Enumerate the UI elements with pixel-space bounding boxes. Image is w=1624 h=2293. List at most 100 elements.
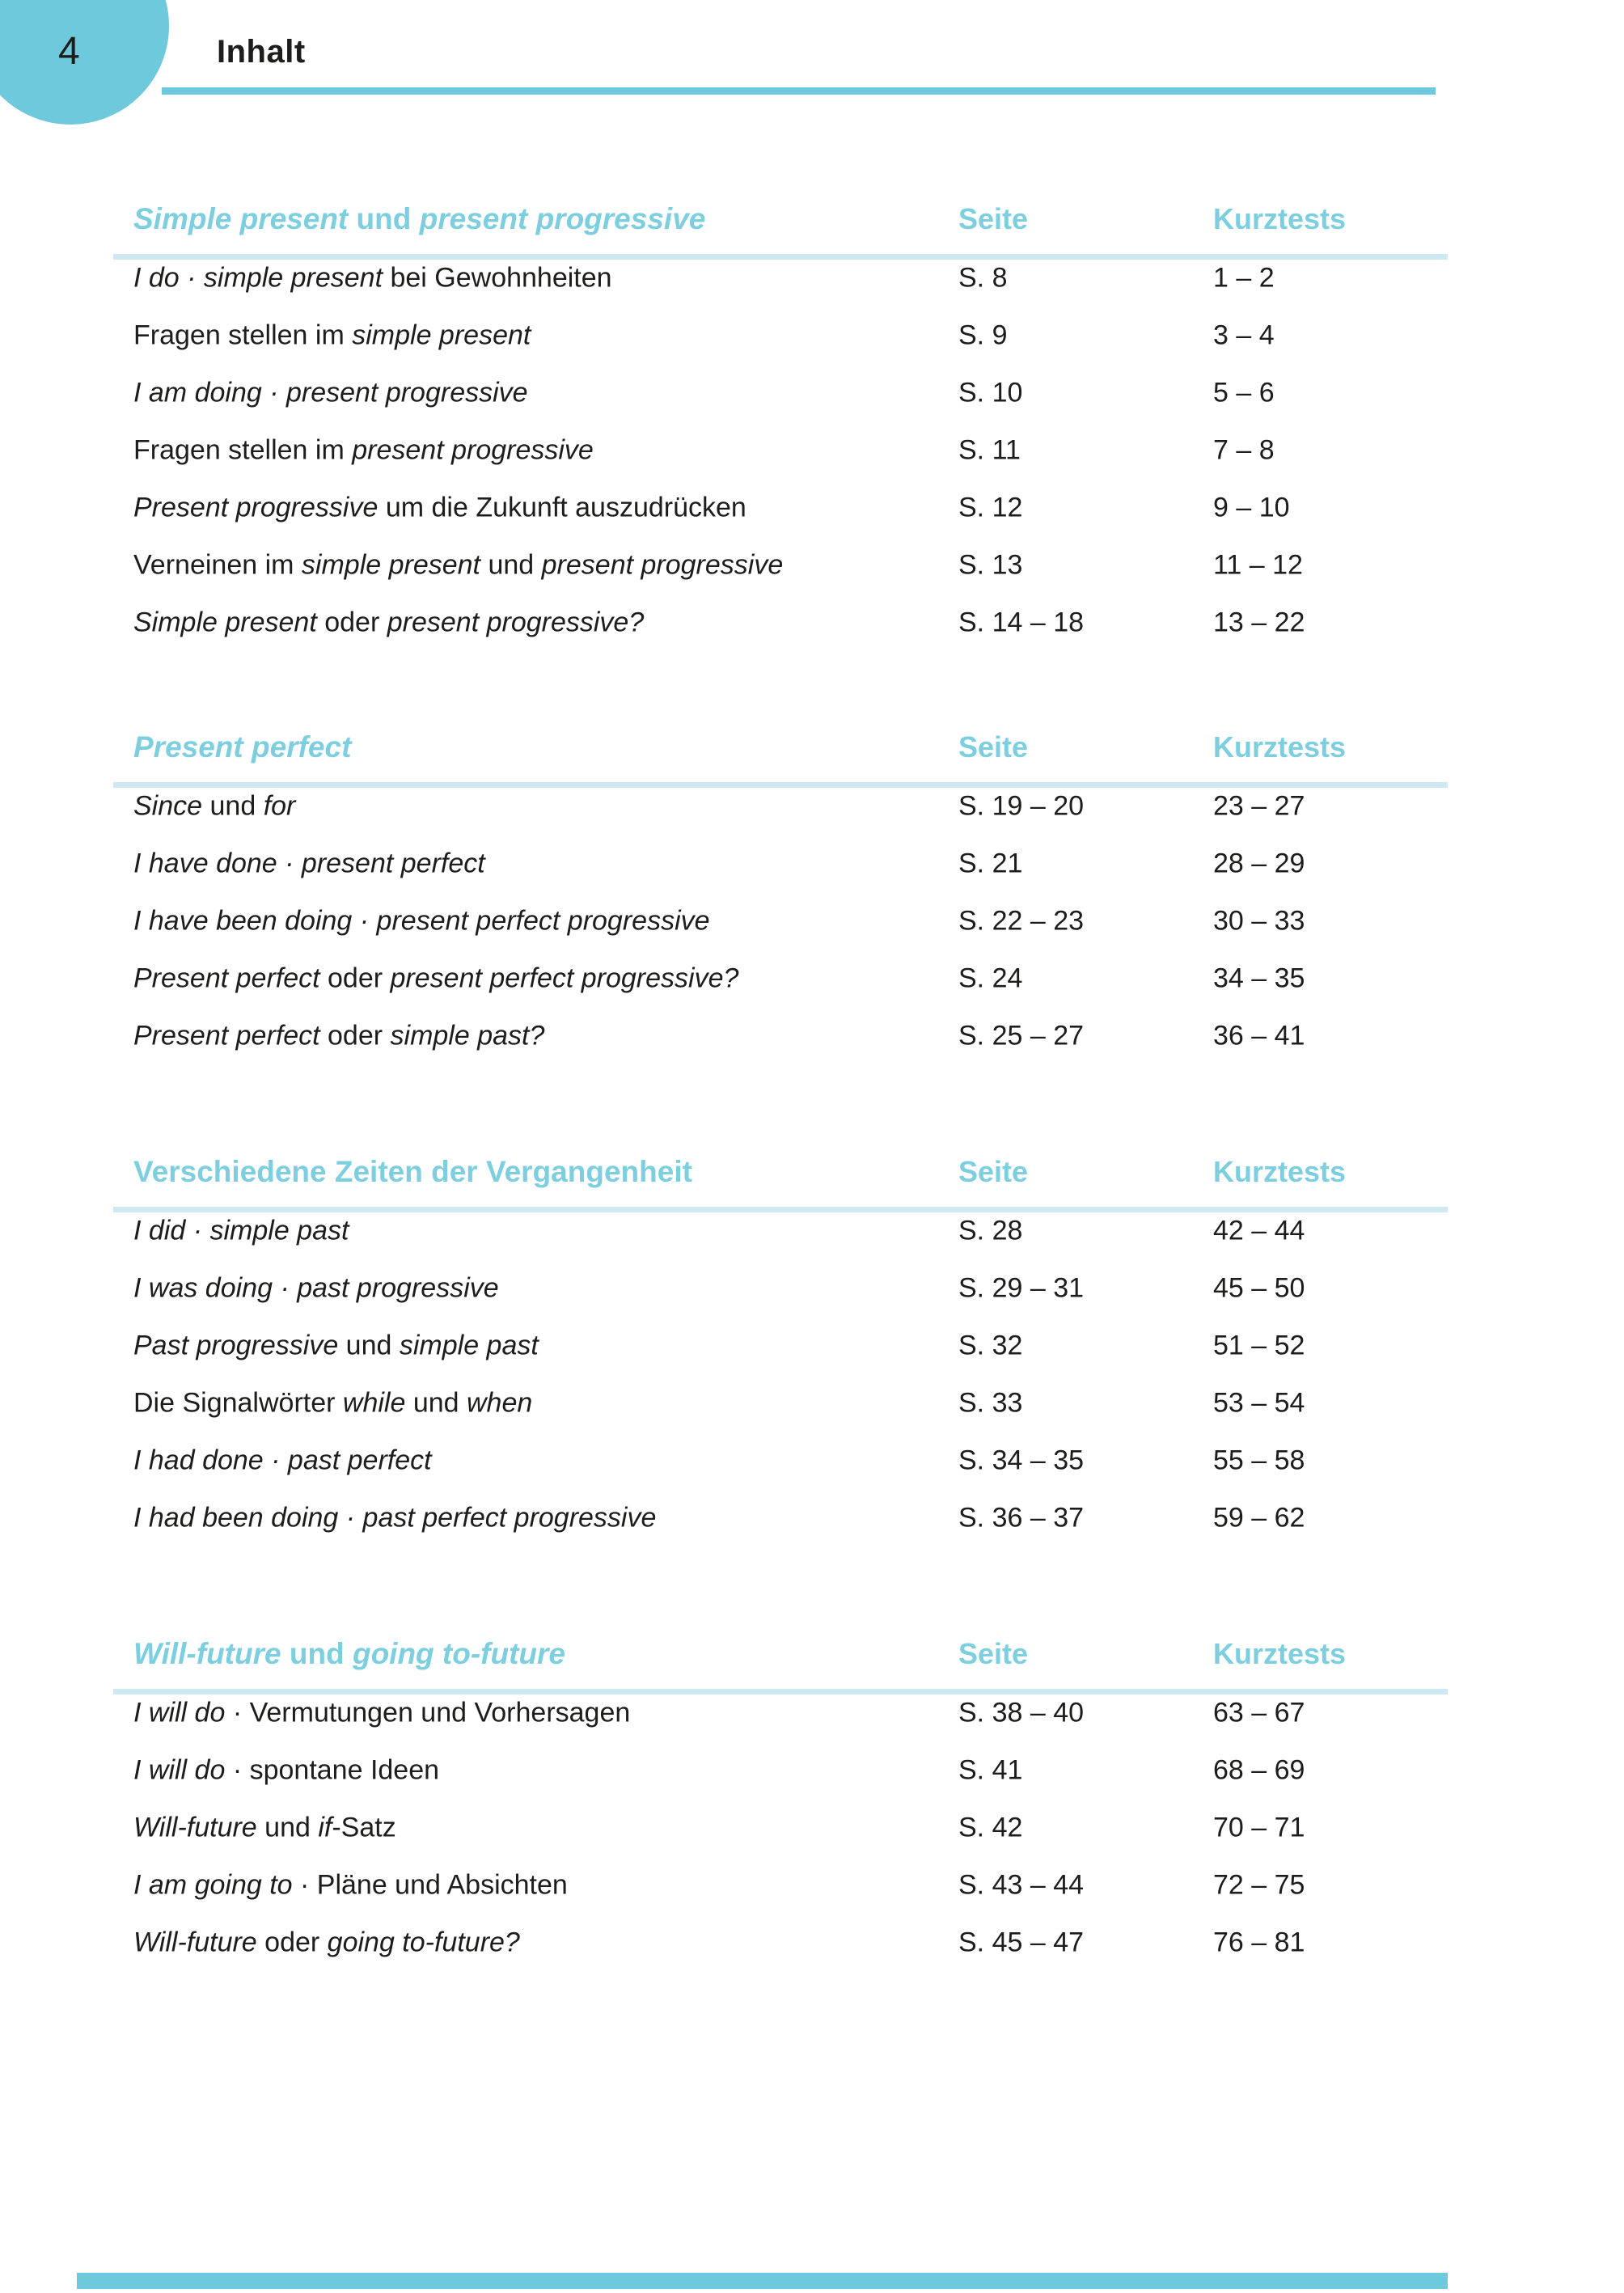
text-segment: · Pläne und Absichten [292, 1869, 568, 1900]
toc-row: Present perfect oder present perfect pro… [113, 950, 1448, 1007]
section-rows: I will do · Vermutungen und Vorhersagen … [113, 1684, 1448, 1971]
text-segment: Fragen stellen im [133, 319, 353, 350]
toc-row: Present progressive um die Zukunft auszu… [113, 479, 1448, 536]
toc-row: Simple present oder present progressive?… [113, 594, 1448, 651]
section-rows: I do · simple present bei Gewohnheiten S… [113, 249, 1448, 651]
row-label: I am going to · Pläne und Absichten [133, 1869, 568, 1901]
row-seite: S. 10 [958, 377, 1023, 408]
row-kurztests: 30 – 33 [1213, 905, 1305, 936]
text-segment: Present progressive [133, 492, 379, 522]
text-segment: present progressive [541, 549, 784, 580]
text-segment: I will do [133, 1697, 226, 1728]
text-segment: simple past? [390, 1020, 545, 1051]
text-segment: und [256, 1812, 319, 1842]
text-segment: present progressive? [387, 607, 645, 637]
text-segment: I have been doing · present perfect prog… [133, 905, 710, 936]
row-kurztests: 36 – 41 [1213, 1020, 1305, 1051]
section-rows: Since und for S. 19 – 20 23 – 27 I have … [113, 777, 1448, 1064]
row-kurztests: 55 – 58 [1213, 1445, 1305, 1475]
row-label: I will do · spontane Ideen [133, 1754, 439, 1786]
row-label: Will-future oder going to-future? [133, 1927, 520, 1958]
row-label: I had been doing · past perfect progress… [133, 1502, 656, 1534]
row-seite: S. 32 [958, 1330, 1023, 1360]
toc-row: Die Signalwörter while und when S. 33 53… [113, 1374, 1448, 1432]
text-segment: simple present [301, 549, 481, 580]
section-divider [113, 782, 1448, 788]
text-segment: present perfect progressive? [390, 962, 739, 993]
toc-row: I had been doing · past perfect progress… [113, 1489, 1448, 1546]
row-kurztests: 53 – 54 [1213, 1387, 1305, 1418]
toc-row: I had done · past perfect S. 34 – 35 55 … [113, 1432, 1448, 1489]
row-kurztests: 68 – 69 [1213, 1754, 1305, 1785]
row-kurztests: 1 – 2 [1213, 262, 1275, 293]
page-number: 4 [58, 30, 80, 73]
text-segment: I have done · present perfect [133, 848, 485, 878]
text-segment: I had been doing · past perfect progress… [133, 1502, 657, 1533]
row-seite: S. 41 [958, 1754, 1023, 1785]
text-segment: oder [319, 1020, 391, 1051]
row-label: I have been doing · present perfect prog… [133, 905, 710, 937]
text-segment: um die Zukunft auszudrücken [378, 492, 746, 522]
row-kurztests: 72 – 75 [1213, 1869, 1305, 1900]
text-segment: simple present [352, 319, 531, 350]
toc-row: Verneinen im simple present und present … [113, 536, 1448, 594]
text-segment: und [338, 1330, 400, 1360]
footer-rule [77, 2273, 1448, 2289]
column-header-seite: Seite [958, 1637, 1029, 1670]
row-seite: S. 8 [958, 262, 1008, 293]
text-segment: Simple present [133, 607, 317, 637]
row-label: Present perfect oder simple past? [133, 1020, 544, 1051]
row-label: Since und for [133, 790, 295, 822]
row-kurztests: 23 – 27 [1213, 790, 1305, 821]
row-kurztests: 76 – 81 [1213, 1927, 1305, 1957]
text-segment: I am doing · present progressive [133, 377, 528, 408]
toc-row: I did · simple past S. 28 42 – 44 [113, 1202, 1448, 1259]
row-seite: S. 38 – 40 [958, 1697, 1085, 1728]
row-seite: S. 19 – 20 [958, 790, 1085, 821]
text-segment: Fragen stellen im [133, 434, 353, 465]
column-header-kurztests: Kurztests [1213, 202, 1347, 235]
section-title: Simple present und present progressive [133, 202, 705, 236]
text-segment: Present perfect [133, 1020, 320, 1051]
toc-row: Fragen stellen im simple present S. 9 3 … [113, 307, 1448, 364]
section-divider [113, 1207, 1448, 1212]
toc-row: I do · simple present bei Gewohnheiten S… [113, 249, 1448, 307]
row-seite: S. 33 [958, 1387, 1023, 1418]
toc-row: I will do · Vermutungen und Vorhersagen … [113, 1684, 1448, 1741]
row-label: Verneinen im simple present und present … [133, 549, 783, 581]
page-title: Inhalt [217, 34, 306, 70]
column-header-kurztests: Kurztests [1213, 1155, 1347, 1188]
row-kurztests: 70 – 71 [1213, 1812, 1305, 1842]
text-segment: bei Gewohnheiten [383, 262, 612, 293]
row-seite: S. 12 [958, 492, 1023, 522]
row-seite: S. 25 – 27 [958, 1020, 1085, 1051]
column-header-seite: Seite [958, 1155, 1029, 1188]
row-kurztests: 11 – 12 [1213, 549, 1303, 580]
text-segment: Will-future [133, 1812, 257, 1842]
row-seite: S. 13 [958, 549, 1023, 580]
text-segment: -Satz [332, 1812, 396, 1842]
header-rule [162, 87, 1436, 95]
text-segment: Verneinen im [133, 549, 302, 580]
text-segment: going to-future [352, 1637, 565, 1670]
row-seite: S. 14 – 18 [958, 607, 1085, 637]
row-kurztests: 5 – 6 [1213, 377, 1275, 408]
section-title: Present perfect [133, 730, 351, 764]
text-segment: Present perfect [133, 730, 352, 764]
row-seite: S. 11 [958, 434, 1021, 465]
row-seite: S. 24 [958, 962, 1023, 993]
row-label: Fragen stellen im simple present [133, 319, 531, 351]
row-seite: S. 43 – 44 [958, 1869, 1085, 1900]
section-rows: I did · simple past S. 28 42 – 44 I was … [113, 1202, 1448, 1546]
text-segment: und [480, 549, 542, 580]
row-label: I was doing · past progressive [133, 1272, 499, 1304]
toc-row: I have done · present perfect S. 21 28 –… [113, 835, 1448, 892]
row-seite: S. 22 – 23 [958, 905, 1085, 936]
row-seite: S. 36 – 37 [958, 1502, 1085, 1533]
text-segment: Will-future [133, 1637, 281, 1670]
toc-row: Fragen stellen im present progressive S.… [113, 421, 1448, 479]
toc-row: I am doing · present progressive S. 10 5… [113, 364, 1448, 421]
text-segment: Since [133, 790, 203, 821]
